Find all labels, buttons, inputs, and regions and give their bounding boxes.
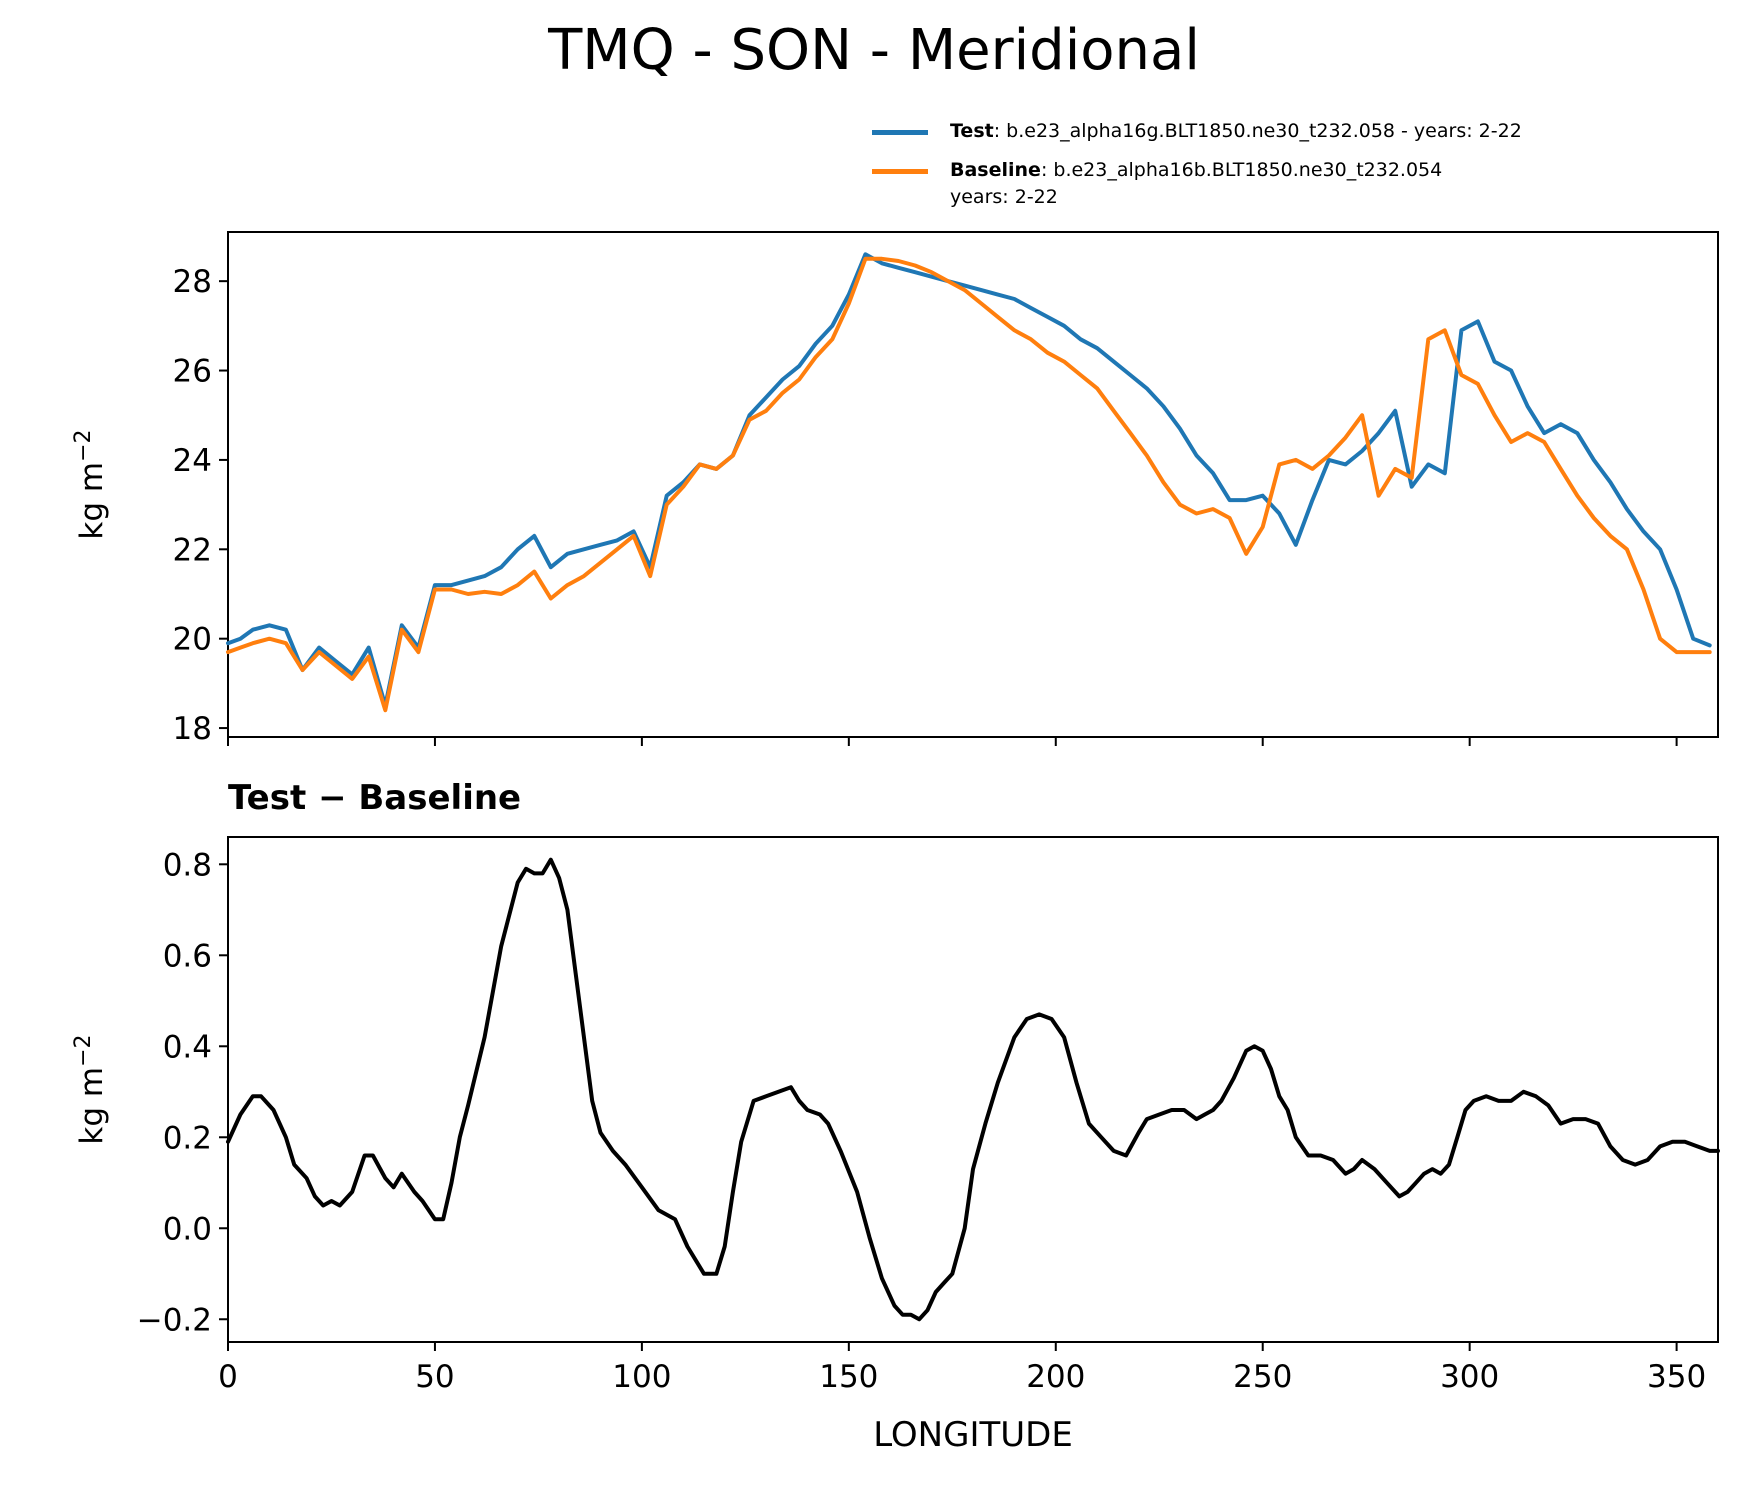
legend-text-baseline-years: years: 2-22 <box>950 186 1058 208</box>
x-axis-label: LONGITUDE <box>873 1415 1073 1455</box>
x-tick-label: 100 <box>612 1359 671 1395</box>
legend-text-test: : b.e23_alpha16g.BLT1850.ne30_t232.058 -… <box>993 120 1522 142</box>
legend-entry-test: Test: b.e23_alpha16g.BLT1850.ne30_t232.0… <box>872 118 1732 145</box>
y-tick-label: 0.2 <box>163 1120 212 1156</box>
x-tick-label: 200 <box>1026 1359 1085 1395</box>
y-tick-label: 18 <box>173 711 212 747</box>
plot-frame-1 <box>227 231 1719 738</box>
y-tick-label: −0.2 <box>137 1302 212 1338</box>
x-tick-label: 350 <box>1647 1359 1706 1395</box>
y-tick-label: 0.4 <box>163 1029 212 1065</box>
series-line-test-baseline <box>226 857 1720 1322</box>
legend-label-baseline: Baseline <box>950 159 1041 181</box>
legend: Test: b.e23_alpha16g.BLT1850.ne30_t232.0… <box>872 118 1732 223</box>
y-tick-label: 24 <box>173 443 212 479</box>
x-tick-label: 300 <box>1440 1359 1499 1395</box>
x-tick-label: 50 <box>415 1359 454 1395</box>
plot-frame-2 <box>227 836 1719 1343</box>
legend-label-test: Test <box>950 120 994 142</box>
series-line-test <box>226 252 1712 708</box>
y-axis-label: kg m−2 <box>71 1034 110 1144</box>
y-tick-label: 20 <box>173 622 212 658</box>
y-axis-label-exponent: −2 <box>71 429 96 461</box>
y-tick-label: 0.6 <box>163 938 212 974</box>
y-tick-label: 26 <box>173 354 212 390</box>
legend-swatch-test <box>872 130 928 135</box>
x-tick-label: 150 <box>819 1359 878 1395</box>
x-tick-label: 0 <box>218 1359 238 1395</box>
y-tick-label: 0.8 <box>163 847 212 883</box>
diff-panel-title: Test − Baseline <box>228 778 522 818</box>
y-tick-label: 0.0 <box>163 1211 212 1247</box>
y-axis-label-exponent: −2 <box>71 1034 96 1066</box>
legend-text-baseline: : b.e23_alpha16b.BLT1850.ne30_t232.054 <box>1040 159 1443 181</box>
series-line-baseline <box>226 256 1712 713</box>
y-tick-label: 28 <box>173 264 212 300</box>
legend-swatch-baseline <box>872 169 928 174</box>
y-axis-label: kg m−2 <box>71 429 110 539</box>
legend-entry-baseline: Baseline: b.e23_alpha16b.BLT1850.ne30_t2… <box>872 157 1732 211</box>
y-tick-label: 22 <box>173 532 212 568</box>
x-tick-label: 250 <box>1233 1359 1292 1395</box>
chart-title: TMQ - SON - Meridional <box>548 18 1200 83</box>
